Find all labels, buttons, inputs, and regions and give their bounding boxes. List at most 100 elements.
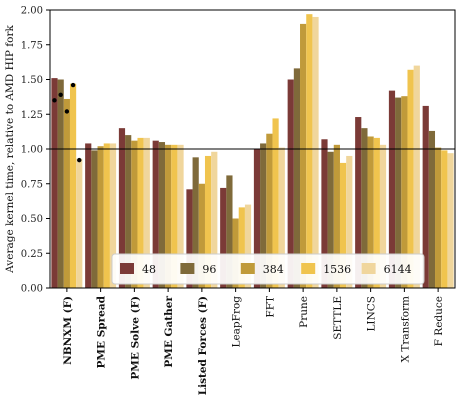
- bar-leapfrog-48: [220, 187, 227, 288]
- bar-pme-spread-48: [85, 143, 92, 288]
- bar-nbnxm-f--48: [51, 78, 58, 288]
- legend-label: 384: [263, 263, 284, 276]
- x-tick-label: X Transform: [399, 296, 411, 362]
- legend-item-96: 96: [180, 263, 216, 276]
- legend-item-48: 48: [120, 263, 156, 276]
- x-tick-label: PME Gather: [163, 296, 175, 368]
- x-tick-label: SETTLE: [332, 296, 344, 340]
- bar-f-reduce-1536: [441, 150, 448, 288]
- y-tick-label: 0.50: [21, 214, 43, 225]
- bar-leapfrog-1536: [238, 207, 245, 288]
- legend-swatch: [361, 263, 376, 274]
- y-tick-label: 1.50: [21, 75, 43, 86]
- marker-point-2: [64, 109, 70, 114]
- bar-pme-gather-6144: [177, 144, 184, 288]
- bar-nbnxm-f--6144: [76, 158, 83, 288]
- legend-label: 1536: [323, 263, 351, 276]
- bar-x-transform-6144: [413, 65, 420, 288]
- bar-pme-solve-f--6144: [143, 137, 150, 288]
- bar-listed-forces-f--384: [198, 183, 205, 288]
- x-tick-label: LINCS: [366, 296, 378, 332]
- bar-pme-solve-f--1536: [137, 137, 144, 288]
- bar-prune-384: [300, 23, 307, 289]
- bar-lincs-1536: [373, 137, 380, 288]
- bar-fft-1536: [272, 118, 279, 288]
- bar-f-reduce-96: [428, 130, 436, 288]
- bar-leapfrog-96: [226, 175, 233, 288]
- legend-box: [111, 253, 425, 285]
- bar-x-transform-48: [388, 90, 396, 289]
- bar-pme-spread-96: [91, 150, 98, 288]
- y-tick-label: 0.25: [21, 249, 43, 260]
- bar-x-transform-96: [395, 97, 402, 288]
- bar-leapfrog-6144: [244, 204, 252, 288]
- bar-settle-48: [321, 139, 328, 288]
- legend-label: 96: [202, 263, 216, 276]
- bar-pme-spread-6144: [109, 143, 117, 288]
- markers-layer: [52, 82, 82, 163]
- legend-swatch: [180, 263, 195, 274]
- bar-fft-384: [266, 133, 273, 288]
- bar-pme-spread-1536: [103, 143, 110, 288]
- legend-item-384: 384: [240, 263, 284, 276]
- bar-pme-solve-f--384: [131, 140, 138, 288]
- bar-pme-solve-f--96: [125, 135, 132, 288]
- bar-listed-forces-f--1536: [204, 155, 212, 288]
- bar-listed-forces-f--6144: [211, 151, 218, 288]
- legend-swatch: [240, 263, 255, 274]
- y-axis: 0.00 0.25 0.50 0.75 1.00 1.25 1.50 1.75 2.00: [21, 6, 50, 295]
- marker-point-3: [70, 82, 76, 88]
- y-tick-label: 0.75: [21, 179, 43, 190]
- bar-listed-forces-f--96: [192, 157, 199, 288]
- bar-fft-96: [260, 143, 267, 288]
- x-tick-label: F Reduce: [433, 296, 445, 346]
- bar-fft-6144: [278, 147, 285, 288]
- bar-lincs-96: [361, 128, 368, 288]
- bar-pme-gather-96: [158, 142, 166, 288]
- bars-layer: [51, 14, 454, 289]
- legend-label: 48: [142, 263, 156, 276]
- bar-pme-gather-1536: [171, 144, 178, 288]
- y-tick-label: 1.25: [21, 110, 43, 121]
- x-tick-label: PME Spread: [96, 295, 108, 368]
- legend-swatch: [301, 263, 316, 274]
- y-tick-label: 2.00: [21, 6, 43, 17]
- bar-lincs-6144: [379, 144, 387, 288]
- bar-prune-1536: [306, 14, 313, 288]
- x-axis: NBNXM (F) PME Spread PME Solve (F) PME Gath…: [62, 288, 445, 395]
- legend-item-6144: 6144: [361, 263, 412, 276]
- bar-settle-384: [333, 144, 340, 288]
- bar-f-reduce-6144: [447, 153, 454, 288]
- y-tick-label: 1.75: [21, 40, 43, 51]
- bar-prune-48: [287, 79, 294, 288]
- bar-settle-96: [327, 151, 334, 288]
- bar-pme-gather-384: [165, 144, 172, 288]
- bar-lincs-384: [367, 136, 374, 288]
- y-tick-label: 1.00: [21, 145, 43, 156]
- legend: 48 96 384 1536 6144: [111, 253, 425, 285]
- bar-settle-6144: [346, 155, 353, 288]
- bar-x-transform-384: [401, 96, 408, 289]
- bar-prune-6144: [312, 16, 319, 288]
- marker-point-4: [77, 157, 82, 163]
- bar-pme-gather-48: [152, 140, 159, 288]
- x-tick-label: LeapFrog: [231, 296, 243, 348]
- bar-settle-1536: [339, 162, 347, 288]
- x-tick-label: NBNXM (F): [62, 296, 74, 365]
- marker-point-1: [58, 92, 63, 97]
- bar-pme-solve-f--48: [118, 128, 126, 288]
- marker-point-0: [52, 98, 57, 103]
- bar-nbnxm-f--96: [57, 79, 64, 288]
- bar-nbnxm-f--1536: [69, 83, 77, 288]
- bar-x-transform-1536: [407, 69, 414, 289]
- bar-leapfrog-384: [232, 218, 239, 288]
- x-tick-label: Prune: [298, 296, 310, 328]
- x-tick-label: Listed Forces (F): [197, 296, 209, 395]
- bar-lincs-48: [355, 117, 362, 288]
- bar-prune-96: [293, 68, 301, 288]
- bar-nbnxm-f--384: [63, 98, 70, 289]
- bar-f-reduce-48: [422, 105, 429, 288]
- bar-pme-spread-384: [97, 146, 104, 288]
- bar-fft-48: [253, 149, 261, 288]
